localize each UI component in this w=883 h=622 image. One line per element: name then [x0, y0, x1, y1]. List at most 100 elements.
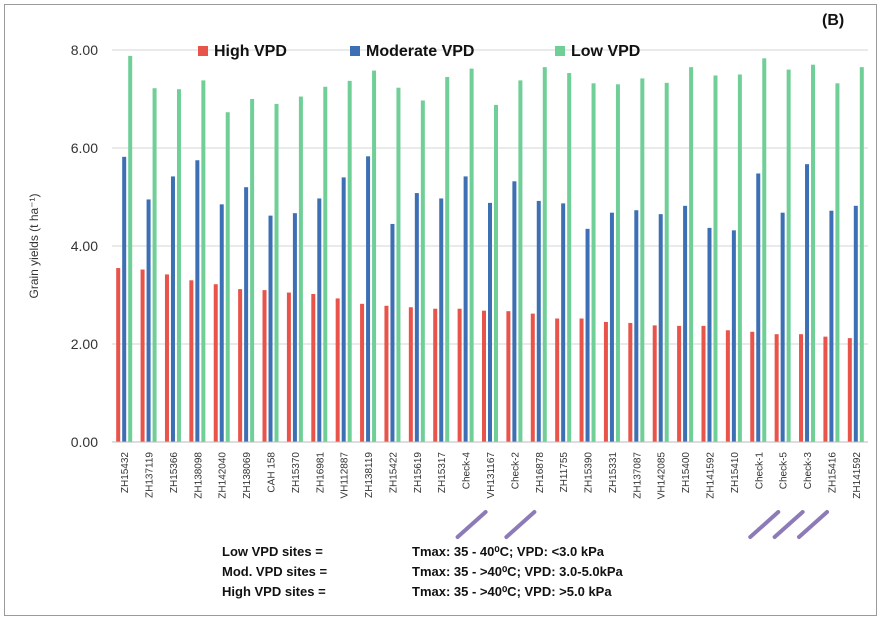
- bar-high-vpd: [774, 334, 779, 442]
- bar-high-vpd: [384, 305, 389, 442]
- bar-moderate-vpd: [683, 205, 688, 442]
- bar-low-vpd: [396, 87, 401, 442]
- bar-moderate-vpd: [731, 230, 736, 442]
- check-marker-arrow: [772, 510, 805, 539]
- bar-high-vpd: [408, 307, 413, 442]
- bar-high-vpd: [360, 303, 365, 442]
- bar-low-vpd: [274, 103, 279, 443]
- legend-swatch: [350, 46, 360, 56]
- x-tick-label: CAH 158: [267, 452, 278, 493]
- bar-high-vpd: [701, 325, 706, 442]
- bar-low-vpd: [567, 73, 572, 442]
- bar-high-vpd: [164, 274, 169, 442]
- note-value: Tmax: 35 - >40⁰C; VPD: >5.0 kPa: [412, 584, 612, 599]
- bar-low-vpd: [128, 55, 133, 442]
- bar-high-vpd: [189, 280, 194, 442]
- bar-low-vpd: [737, 74, 742, 442]
- note-label: Mod. VPD sites =: [222, 564, 328, 579]
- bar-low-vpd: [152, 88, 157, 442]
- bar-high-vpd: [823, 336, 828, 442]
- bar-moderate-vpd: [414, 193, 419, 442]
- y-axis-title: Grain yields (t ha⁻¹): [27, 193, 41, 298]
- bar-moderate-vpd: [829, 210, 834, 442]
- note-label: Low VPD sites =: [222, 544, 323, 559]
- note-value: Tmax: 35 - 40⁰C; VPD: <3.0 kPa: [412, 544, 604, 559]
- bar-high-vpd: [847, 338, 852, 442]
- bar-high-vpd: [799, 334, 804, 442]
- x-tick-label: ZH15366: [169, 452, 180, 494]
- x-tick-label: VH142085: [657, 452, 668, 500]
- bar-moderate-vpd: [536, 200, 541, 442]
- site-notes: Low VPD sites = Tmax: 35 - 40⁰C; VPD: <3.…: [222, 542, 623, 602]
- bar-low-vpd: [762, 58, 767, 443]
- bar-high-vpd: [628, 322, 633, 442]
- x-tick-label: ZH11755: [559, 452, 570, 493]
- bar-high-vpd: [140, 269, 145, 442]
- bar-high-vpd: [530, 313, 535, 442]
- x-tick-label: Check-5: [779, 452, 790, 490]
- bar-low-vpd: [372, 70, 377, 442]
- x-tick-label: ZH141592: [852, 452, 863, 499]
- bar-low-vpd: [713, 75, 718, 442]
- bar-moderate-vpd: [439, 198, 444, 442]
- x-tick-label: ZH141592: [705, 452, 716, 499]
- x-tick-label: ZH15422: [388, 452, 399, 494]
- x-tick-label: ZH138119: [364, 452, 375, 498]
- bar-high-vpd: [433, 308, 438, 442]
- check-marker-arrow: [797, 510, 830, 539]
- bar-moderate-vpd: [244, 187, 249, 442]
- legend-swatch: [555, 46, 565, 56]
- bar-moderate-vpd: [853, 205, 858, 442]
- bar-moderate-vpd: [561, 203, 566, 442]
- bar-high-vpd: [238, 289, 243, 442]
- x-tick-label: ZH15619: [413, 452, 424, 494]
- bar-moderate-vpd: [609, 212, 614, 442]
- bar-high-vpd: [555, 318, 560, 442]
- bar-high-vpd: [116, 268, 121, 442]
- x-tick-label: Check-4: [462, 452, 473, 490]
- bar-low-vpd: [225, 112, 230, 442]
- legend-swatch: [198, 46, 208, 56]
- bar-low-vpd: [786, 69, 791, 442]
- x-tick-label: Check-2: [510, 452, 521, 490]
- legend-label: High VPD: [214, 43, 287, 60]
- x-tick-label: ZH15400: [681, 452, 692, 494]
- bar-low-vpd: [298, 96, 303, 443]
- x-tick-label: ZH15432: [120, 452, 131, 494]
- bar-moderate-vpd: [707, 227, 712, 442]
- bar-low-vpd: [445, 76, 450, 442]
- x-tick-label: ZH15370: [291, 452, 302, 494]
- bar-low-vpd: [201, 80, 206, 442]
- x-tick-label: ZH15416: [827, 452, 838, 494]
- x-tick-label: ZH138069: [242, 452, 253, 499]
- legend-label: Low VPD: [571, 43, 640, 60]
- check-marker-arrow: [504, 510, 537, 539]
- bar-high-vpd: [652, 325, 657, 442]
- bar-moderate-vpd: [292, 213, 297, 442]
- bar-moderate-vpd: [317, 198, 322, 442]
- bar-low-vpd: [347, 80, 352, 443]
- bar-high-vpd: [725, 330, 730, 442]
- bar-low-vpd: [518, 80, 523, 442]
- check-marker-arrow: [748, 510, 781, 539]
- bar-high-vpd: [603, 321, 608, 442]
- bar-moderate-vpd: [658, 214, 663, 442]
- bar-moderate-vpd: [585, 228, 590, 442]
- y-tick-label: 2.00: [71, 336, 98, 352]
- bar-high-vpd: [262, 290, 267, 442]
- bar-moderate-vpd: [390, 223, 395, 442]
- x-tick-label: ZH138098: [193, 452, 204, 499]
- y-tick-label: 4.00: [71, 238, 98, 254]
- x-tick-label: ZH16878: [535, 452, 546, 494]
- bar-moderate-vpd: [341, 177, 346, 442]
- bar-high-vpd: [457, 308, 462, 442]
- bar-low-vpd: [664, 82, 669, 442]
- y-tick-label: 8.00: [71, 42, 98, 58]
- panel-label: (B): [822, 12, 845, 29]
- y-tick-label: 6.00: [71, 140, 98, 156]
- x-tick-label: ZH15390: [584, 452, 595, 494]
- bar-high-vpd: [213, 284, 218, 442]
- x-tick-label: ZH137087: [632, 452, 643, 499]
- legend-label: Moderate VPD: [366, 43, 474, 60]
